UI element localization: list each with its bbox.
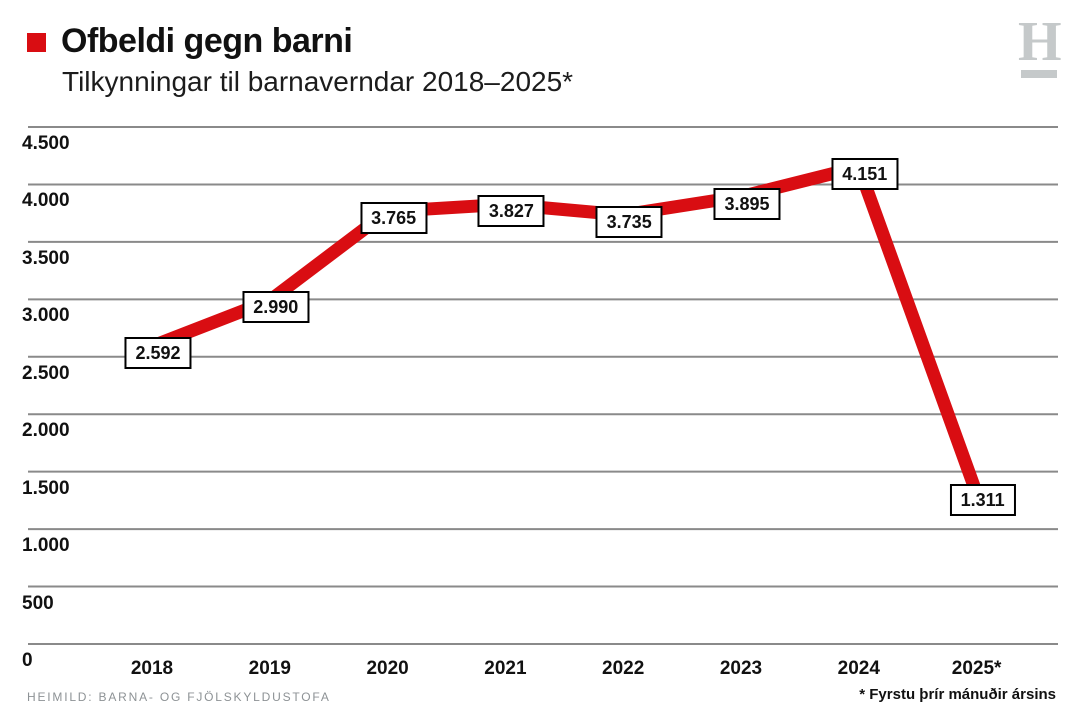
- value-label: 4.151: [831, 158, 899, 191]
- x-axis-label: 2019: [248, 658, 291, 679]
- logo-letter: H: [1018, 11, 1062, 73]
- logo-underline-bar: [1021, 70, 1057, 78]
- y-tick-label: 3.000: [22, 305, 70, 327]
- red-square-bullet-icon: [27, 32, 46, 52]
- x-axis-label: 2025*: [951, 658, 1002, 679]
- value-label: 3.735: [595, 205, 663, 238]
- title-row: Ofbeldi gegn barni: [27, 22, 353, 60]
- x-axis-label: 2022: [602, 658, 645, 679]
- y-tick-label: 1.500: [22, 477, 70, 499]
- value-label: 1.311: [949, 484, 1016, 517]
- y-tick-label: 0: [22, 650, 33, 671]
- x-axis-label: 2021: [484, 658, 527, 679]
- y-tick-label: 1.000: [22, 535, 70, 557]
- y-tick-label: 500: [22, 592, 54, 614]
- footnote-text: * Fyrstu þrír mánuðir ársins: [859, 686, 1056, 703]
- y-tick-label: 4.500: [22, 133, 70, 154]
- chart-subtitle: Tilkynningar til barnaverndar 2018–2025*: [62, 66, 574, 97]
- x-axis-label: 2023: [719, 658, 763, 679]
- value-label: 3.827: [477, 195, 545, 228]
- value-label: 2.592: [124, 337, 192, 370]
- value-label: 3.765: [360, 202, 428, 235]
- x-axis-label: 2020: [366, 658, 409, 679]
- y-tick-label: 4.000: [22, 190, 70, 212]
- data-line: [149, 160, 983, 496]
- heimildin-logo: H: [1018, 11, 1062, 78]
- x-axis-label: 2018: [130, 658, 174, 679]
- value-label: 2.990: [242, 291, 310, 324]
- y-tick-label: 2.000: [22, 420, 70, 442]
- chart-title: Ofbeldi gegn barni: [61, 22, 353, 60]
- y-tick-label: 3.500: [22, 247, 70, 269]
- source-text: HEIMILD: BARNA- OG FJÖLSKYLDUSTOFA: [27, 690, 331, 704]
- y-tick-label: 2.500: [22, 362, 70, 384]
- x-axis-label: 2024: [837, 658, 880, 679]
- value-label: 3.895: [713, 187, 781, 220]
